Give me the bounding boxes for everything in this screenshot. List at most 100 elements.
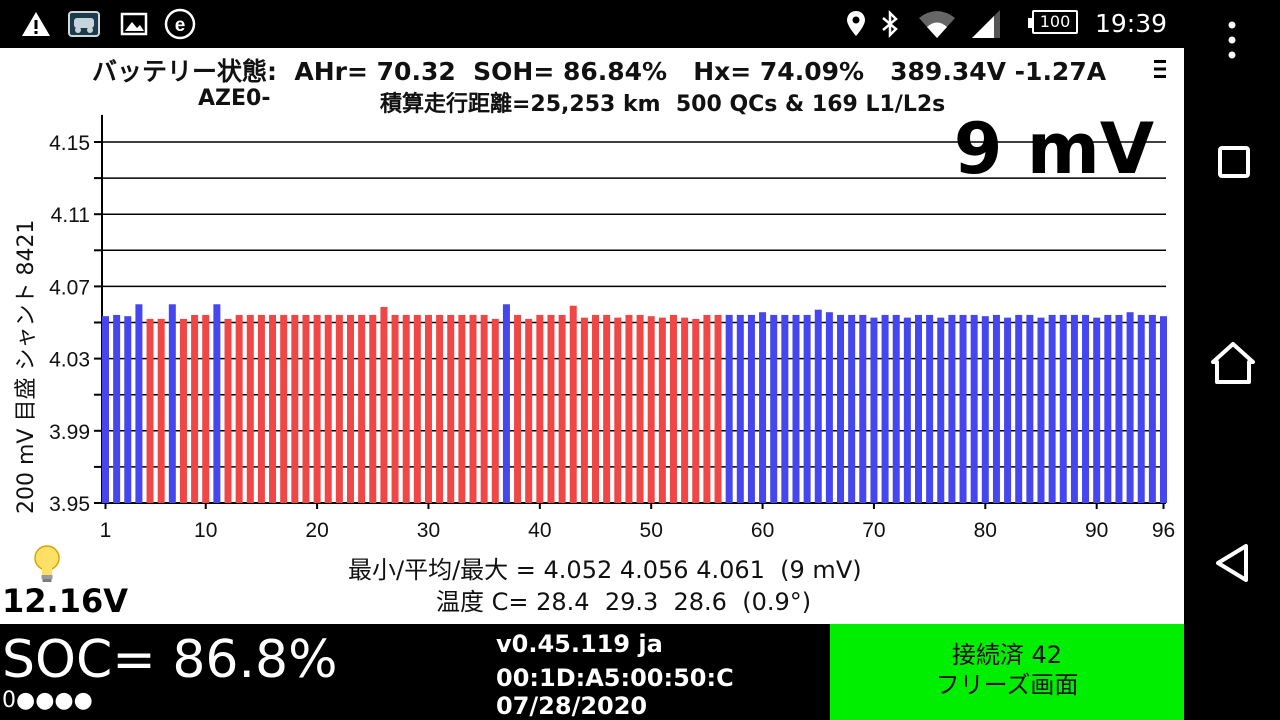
battery-icon: 100 [1028,10,1082,36]
cell-bar [168,304,176,503]
cell-bar [269,314,277,503]
car-icon [68,11,100,37]
recents-button[interactable] [1212,140,1256,184]
overflow-menu-icon[interactable] [1220,18,1244,62]
cell-bar [547,314,555,503]
cell-bar [681,317,689,503]
status-dots: 0●●●● [2,688,93,713]
lightbulb-icon [34,545,60,582]
soc-value: SOC= 86.8% [2,630,338,690]
cell-bar [781,314,789,503]
y-tick-label: 3.99 [49,421,90,444]
cell-bar [491,318,499,503]
cell-bar [302,314,310,503]
x-tick-label: 96 [1152,519,1175,542]
cell-bar [814,309,822,503]
x-tick-label: 70 [862,519,885,542]
svg-text:e: e [175,15,186,36]
aux-battery-voltage: 12.16V [2,582,128,620]
cell-bar [458,314,466,503]
status-bar: e 100 19:39 [0,0,1184,48]
wifi-icon [919,11,955,38]
y-tick-label: 4.11 [51,204,90,227]
cell-bar [480,314,488,503]
cell-bar [502,304,510,503]
cell-bar [859,314,867,503]
cell-bar [424,314,432,503]
cell-bar [191,314,199,503]
freeze-button[interactable]: 接続済 42 フリーズ画面 [830,624,1184,720]
x-tick-label: 20 [305,519,328,542]
cell-bar [202,314,210,503]
cell-bar [124,316,132,503]
version-info: v0.45.119 ja 00:1D:A5:00:50:C 07/28/2020 [496,630,734,720]
cell-bar [102,316,109,503]
cell-bar [580,317,588,503]
cell-bar [436,314,444,503]
cell-bar [970,314,978,503]
cell-bar [592,314,600,503]
cell-bar [469,314,477,503]
delta-voltage: 9 mV [953,108,1154,190]
cell-bar [959,314,967,503]
warning-icon [22,12,50,36]
cell-bar [1160,316,1167,503]
cell-bar [335,314,343,503]
cell-bar [747,314,755,503]
cell-bar [413,314,421,503]
cell-bar [926,314,934,503]
menu-icon[interactable] [1152,58,1168,84]
cell-bar [636,314,644,503]
y-tick-label: 4.03 [49,349,90,372]
cell-bar [1004,317,1012,503]
cell-bar [391,314,399,503]
x-tick-label: 90 [1085,519,1108,542]
cell-bar [280,314,288,503]
cell-bar [892,314,900,503]
x-tick-label: 60 [751,519,774,542]
cell-bar [614,317,622,503]
cell-bar [1037,317,1045,503]
cell-bar [536,314,544,503]
home-button[interactable] [1208,338,1258,388]
cell-bar [402,314,410,503]
cell-bar [792,314,800,503]
cell-bar [837,314,845,503]
cell-bar [803,314,811,503]
cell-bar [647,316,655,503]
cell-bar [848,314,856,503]
cell-bar [213,304,221,503]
signal-icon [972,10,1000,38]
cell-voltage-chart: 4.15 4.11 4.07 4.03 3.99 3.95 1 10 20 30 40 50 60 70 8… [49,114,1175,542]
x-tick-label: 50 [640,519,663,542]
x-tick-label: 40 [528,519,551,542]
cell-bar [770,314,778,503]
hamburger-icon [1154,60,1166,78]
temperature-stats: 温度 C= 28.4 29.3 28.6 (0.9°) [436,588,812,616]
bluetooth-icon [882,9,898,39]
date: 07/28/2020 [496,692,648,720]
cell-bar [358,314,366,503]
battery-level: 100 [1032,10,1078,34]
cell-bar [558,314,566,503]
clock: 19:39 [1094,9,1167,38]
cell-bar [625,314,633,503]
voltage-stats: 最小/平均/最大 = 4.052 4.056 4.061 (9 mV) [348,556,862,584]
cell-bar [1048,314,1056,503]
cell-bar [948,314,956,503]
cell-bar [380,306,388,503]
freeze-label: フリーズ画面 [935,671,1079,699]
cell-bar [725,314,733,503]
cell-bar [992,314,1000,503]
cell-bar [135,304,143,503]
y-tick-label: 4.07 [49,276,90,299]
cell-bar [981,316,989,503]
image-icon [120,12,148,36]
cell-bar [914,314,922,503]
back-button[interactable] [1210,540,1256,586]
cell-bar [1126,312,1134,503]
cell-bar [603,314,611,503]
x-tick-label: 80 [974,519,997,542]
e-icon: e [164,8,196,40]
y-tick-label: 3.95 [49,493,90,516]
